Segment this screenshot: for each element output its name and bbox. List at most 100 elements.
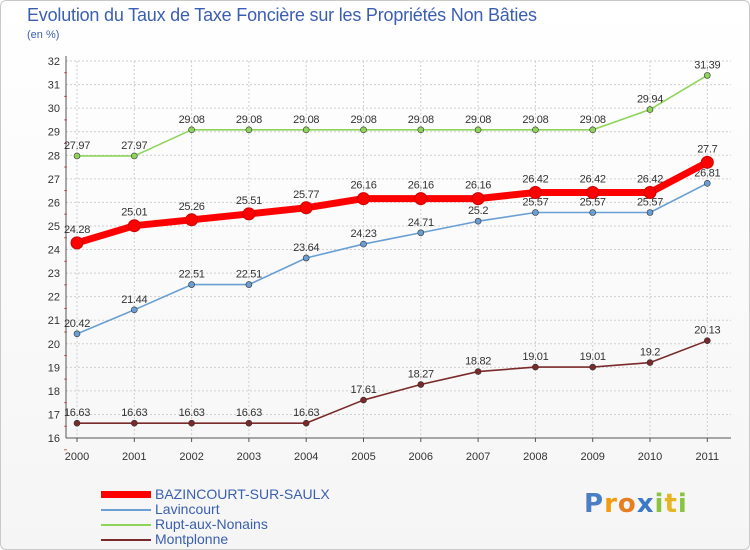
x-tick-label: 2010: [638, 451, 662, 463]
unit-label: (en %): [27, 29, 60, 41]
data-point: [131, 306, 138, 314]
series-line: [73, 158, 711, 247]
data-label: 29.08: [465, 114, 491, 126]
x-tick-label: 2007: [466, 451, 490, 463]
data-label: 27.97: [121, 140, 147, 152]
data-point: [474, 126, 482, 134]
data-point: [185, 213, 199, 227]
data-label: 25.57: [580, 197, 606, 209]
x-tick-label: 2000: [65, 451, 89, 463]
data-label: 26.81: [694, 167, 720, 179]
data-label: 29.08: [350, 114, 376, 126]
data-label: 17.61: [350, 384, 376, 396]
data-label: 24.28: [64, 224, 90, 236]
data-label: 29.08: [580, 114, 606, 126]
legend-swatch: [101, 491, 151, 498]
data-point: [471, 192, 485, 206]
y-tick-label: 23: [48, 268, 60, 280]
data-label: 16.63: [236, 407, 262, 419]
x-tick-label: 2001: [122, 451, 146, 463]
x-tick-label: 2011: [695, 451, 719, 463]
x-tick-label: 2004: [294, 451, 318, 463]
data-label: 19.2: [640, 347, 660, 359]
data-point: [586, 185, 600, 199]
data-point: [532, 126, 539, 134]
legend-label: Montplonne: [155, 531, 229, 547]
y-tick-label: 31: [48, 80, 60, 92]
x-tick-label: 2002: [179, 451, 203, 463]
data-label: 31.39: [694, 59, 720, 71]
data-point: [302, 419, 310, 427]
data-point: [417, 229, 425, 237]
data-point: [643, 185, 657, 199]
data-label: 29.08: [179, 114, 205, 126]
data-label: 26.42: [637, 173, 663, 185]
x-tick-label: 2005: [351, 451, 375, 463]
data-label: 25.57: [522, 197, 548, 209]
data-point: [188, 419, 195, 427]
series-line: [76, 339, 709, 424]
data-point: [360, 396, 367, 404]
data-point: [414, 192, 428, 206]
data-point: [302, 254, 310, 262]
data-point: [589, 126, 597, 134]
legend-swatch: [101, 509, 151, 511]
y-tick-label: 17: [48, 409, 60, 421]
chart-title: Evolution du Taux de Taxe Foncière sur l…: [27, 5, 537, 25]
data-point: [589, 363, 597, 371]
series-line: [76, 182, 709, 335]
data-point: [360, 240, 367, 248]
data-point: [127, 219, 141, 233]
data-label: 16.63: [121, 407, 147, 419]
data-point: [589, 209, 597, 216]
legend-swatch: [101, 539, 151, 541]
data-point: [703, 179, 711, 187]
legend-label: Lavincourt: [155, 501, 220, 517]
proxiti-logo: Proxiti: [584, 489, 688, 519]
y-tick-label: 29: [48, 127, 60, 139]
data-point: [73, 152, 81, 160]
data-label: 16.63: [64, 407, 90, 419]
y-tick-label: 25: [48, 221, 60, 233]
data-label: 20.13: [694, 325, 720, 337]
data-label: 19.01: [522, 351, 548, 363]
data-label: 24.23: [350, 228, 376, 240]
x-tick-label: 2009: [580, 451, 604, 463]
data-label: 29.08: [408, 114, 434, 126]
data-label: 16.63: [293, 407, 319, 419]
data-label: 26.16: [465, 180, 491, 192]
data-label: 25.2: [468, 205, 488, 217]
x-tick-label: 2003: [237, 451, 261, 463]
data-label: 29.08: [236, 114, 262, 126]
data-label: 22.51: [236, 269, 262, 281]
legend-swatch: [101, 524, 151, 526]
data-point: [528, 185, 542, 199]
data-point: [417, 381, 425, 388]
y-tick-label: 18: [48, 386, 60, 398]
data-label: 22.51: [179, 269, 205, 281]
data-point: [188, 126, 195, 134]
data-label: 25.57: [637, 197, 663, 209]
data-label: 25.26: [179, 201, 205, 213]
data-point: [131, 419, 138, 427]
data-point: [474, 368, 482, 375]
data-point: [70, 236, 84, 250]
data-point: [242, 207, 256, 221]
data-label: 18.82: [465, 356, 491, 368]
data-label: 27.97: [64, 140, 90, 152]
legend-label: BAZINCOURT-SUR-SAULX: [155, 486, 330, 502]
data-point: [73, 419, 81, 427]
series-line: [76, 74, 709, 157]
y-tick-label: 19: [48, 362, 60, 374]
data-point: [360, 126, 367, 134]
data-point: [131, 152, 138, 160]
data-point: [245, 126, 253, 134]
y-tick-label: 22: [48, 292, 60, 304]
data-label: 23.64: [293, 242, 319, 254]
data-point: [245, 281, 253, 288]
data-point: [646, 359, 654, 366]
data-point: [417, 126, 425, 134]
data-label: 27.7: [697, 143, 717, 155]
